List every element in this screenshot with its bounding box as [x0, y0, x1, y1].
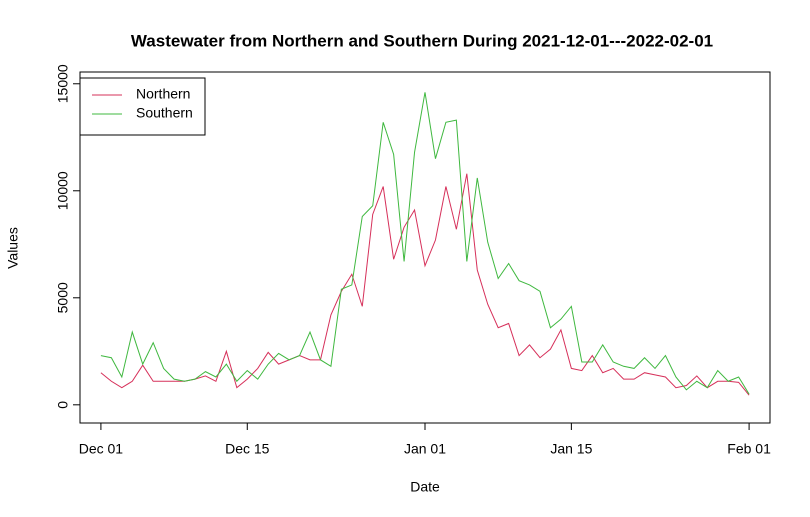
- y-tick-label: 5000: [55, 282, 71, 313]
- series-line: [100, 92, 750, 395]
- chart-title: Wastewater from Northern and Southern Du…: [131, 31, 713, 50]
- series-line: [100, 173, 750, 396]
- legend-box: [79, 77, 206, 136]
- x-tick-label: Feb 01: [727, 441, 771, 457]
- x-tick-label: Dec 15: [225, 441, 270, 457]
- x-axis-label: Date: [410, 479, 440, 495]
- legend-label: Southern: [136, 105, 193, 121]
- x-tick-label: Jan 01: [404, 441, 446, 457]
- x-tick-label: Dec 01: [79, 441, 124, 457]
- y-tick-label: 0: [55, 401, 71, 409]
- legend-label: Northern: [136, 86, 190, 102]
- y-axis-label: Values: [5, 227, 21, 269]
- y-tick-label: 15000: [55, 64, 71, 103]
- x-tick-label: Jan 15: [550, 441, 592, 457]
- y-tick-label: 10000: [55, 171, 71, 210]
